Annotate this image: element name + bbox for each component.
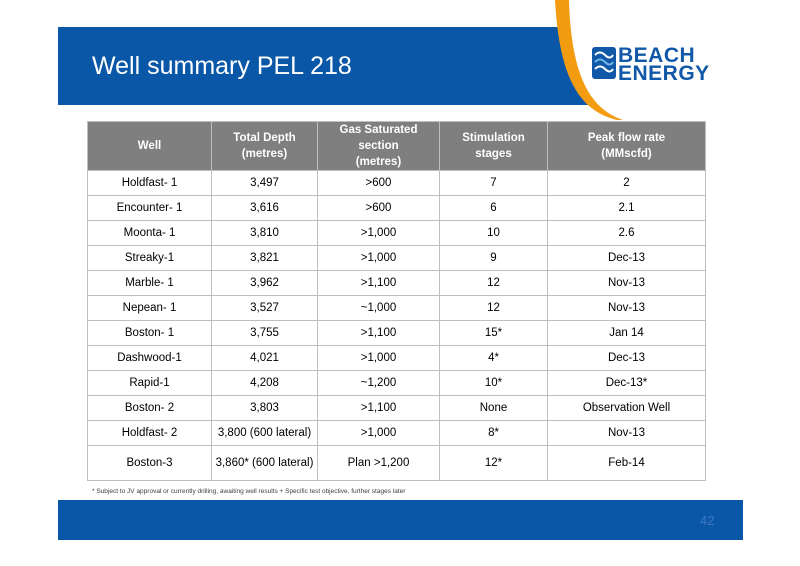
table-row: Encounter- 1 3,616 >600 6 2.1 <box>87 195 706 221</box>
cell-total-depth: 3,755 <box>211 320 318 346</box>
cell-total-depth: 3,800 (600 lateral) <box>211 420 318 446</box>
cell-peak-flow: Nov-13 <box>547 420 706 446</box>
cell-total-depth: 3,860* (600 lateral) <box>211 445 318 481</box>
cell-well: Nepean- 1 <box>87 295 212 321</box>
cell-well: Streaky-1 <box>87 245 212 271</box>
logo-text-energy: ENERGY <box>618 62 710 85</box>
cell-gas-saturated: >1,000 <box>317 220 440 246</box>
cell-total-depth: 3,497 <box>211 170 318 196</box>
cell-total-depth: 4,208 <box>211 370 318 396</box>
cell-stimulation: 12* <box>439 445 548 481</box>
cell-total-depth: 3,810 <box>211 220 318 246</box>
header-stimulation: Stimulation stages <box>439 121 548 171</box>
slide-title: Well summary PEL 218 <box>92 52 352 80</box>
cell-well: Boston-3 <box>87 445 212 481</box>
cell-gas-saturated: Plan >1,200 <box>317 445 440 481</box>
cell-peak-flow: Nov-13 <box>547 295 706 321</box>
cell-total-depth: 3,527 <box>211 295 318 321</box>
cell-well: Encounter- 1 <box>87 195 212 221</box>
cell-stimulation: None <box>439 395 548 421</box>
cell-gas-saturated: >1,000 <box>317 345 440 371</box>
cell-total-depth: 3,821 <box>211 245 318 271</box>
cell-well: Marble- 1 <box>87 270 212 296</box>
table-row: Streaky-1 3,821 >1,000 9 Dec-13 <box>87 245 706 271</box>
table-row: Holdfast- 2 3,800 (600 lateral) >1,000 8… <box>87 420 706 446</box>
header-well: Well <box>87 121 212 171</box>
header-total-depth: Total Depth (metres) <box>211 121 318 171</box>
cell-peak-flow: 2.1 <box>547 195 706 221</box>
cell-stimulation: 12 <box>439 270 548 296</box>
cell-gas-saturated: >1,100 <box>317 320 440 346</box>
cell-stimulation: 15* <box>439 320 548 346</box>
table-row: Marble- 1 3,962 >1,100 12 Nov-13 <box>87 270 706 296</box>
table-row: Nepean- 1 3,527 ~1,000 12 Nov-13 <box>87 295 706 321</box>
table-row: Boston- 2 3,803 >1,100 None Observation … <box>87 395 706 421</box>
cell-peak-flow: Nov-13 <box>547 270 706 296</box>
cell-peak-flow: Dec-13 <box>547 345 706 371</box>
cell-well: Dashwood-1 <box>87 345 212 371</box>
cell-gas-saturated: ~1,200 <box>317 370 440 396</box>
page-number: 42 <box>700 513 715 528</box>
cell-gas-saturated: ~1,000 <box>317 295 440 321</box>
cell-total-depth: 4,021 <box>211 345 318 371</box>
cell-stimulation: 6 <box>439 195 548 221</box>
cell-peak-flow: Dec-13* <box>547 370 706 396</box>
table-row: Boston- 1 3,755 >1,100 15* Jan 14 <box>87 320 706 346</box>
cell-peak-flow: Jan 14 <box>547 320 706 346</box>
header-gas-saturated: Gas Saturated section (metres) <box>317 121 440 171</box>
cell-well: Boston- 1 <box>87 320 212 346</box>
cell-well: Boston- 2 <box>87 395 212 421</box>
cell-gas-saturated: >1,000 <box>317 420 440 446</box>
cell-peak-flow: Observation Well <box>547 395 706 421</box>
cell-stimulation: 9 <box>439 245 548 271</box>
table-header-row: Well Total Depth (metres) Gas Saturated s… <box>87 121 706 171</box>
cell-gas-saturated: >1,100 <box>317 395 440 421</box>
cell-peak-flow: 2.6 <box>547 220 706 246</box>
cell-gas-saturated: >600 <box>317 195 440 221</box>
cell-gas-saturated: >600 <box>317 170 440 196</box>
cell-well: Holdfast- 2 <box>87 420 212 446</box>
cell-stimulation: 8* <box>439 420 548 446</box>
cell-peak-flow: 2 <box>547 170 706 196</box>
cell-gas-saturated: >1,100 <box>317 270 440 296</box>
cell-stimulation: 7 <box>439 170 548 196</box>
cell-peak-flow: Feb-14 <box>547 445 706 481</box>
cell-well: Holdfast- 1 <box>87 170 212 196</box>
cell-stimulation: 12 <box>439 295 548 321</box>
header-peak-flow: Peak flow rate (MMscfd) <box>547 121 706 171</box>
cell-gas-saturated: >1,000 <box>317 245 440 271</box>
cell-stimulation: 10* <box>439 370 548 396</box>
table-row: Dashwood-1 4,021 >1,000 4* Dec-13 <box>87 345 706 371</box>
logo-badge <box>555 0 743 120</box>
table-row: Moonta- 1 3,810 >1,000 10 2.6 <box>87 220 706 246</box>
footer-band <box>58 500 743 540</box>
logo-text-beach: BEACH <box>618 44 696 67</box>
beach-energy-logo-mark-icon <box>592 47 616 79</box>
table-row: Rapid-1 4,208 ~1,200 10* Dec-13* <box>87 370 706 396</box>
cell-well: Rapid-1 <box>87 370 212 396</box>
footnote: * Subject to JV approval or currently dr… <box>92 488 406 495</box>
cell-total-depth: 3,962 <box>211 270 318 296</box>
well-summary-table: Well Total Depth (metres) Gas Saturated s… <box>87 121 706 481</box>
cell-peak-flow: Dec-13 <box>547 245 706 271</box>
cell-total-depth: 3,803 <box>211 395 318 421</box>
cell-stimulation: 10 <box>439 220 548 246</box>
table-row: Holdfast- 1 3,497 >600 7 2 <box>87 170 706 196</box>
cell-well: Moonta- 1 <box>87 220 212 246</box>
cell-total-depth: 3,616 <box>211 195 318 221</box>
table-row: Boston-3 3,860* (600 lateral) Plan >1,20… <box>87 445 706 481</box>
cell-stimulation: 4* <box>439 345 548 371</box>
